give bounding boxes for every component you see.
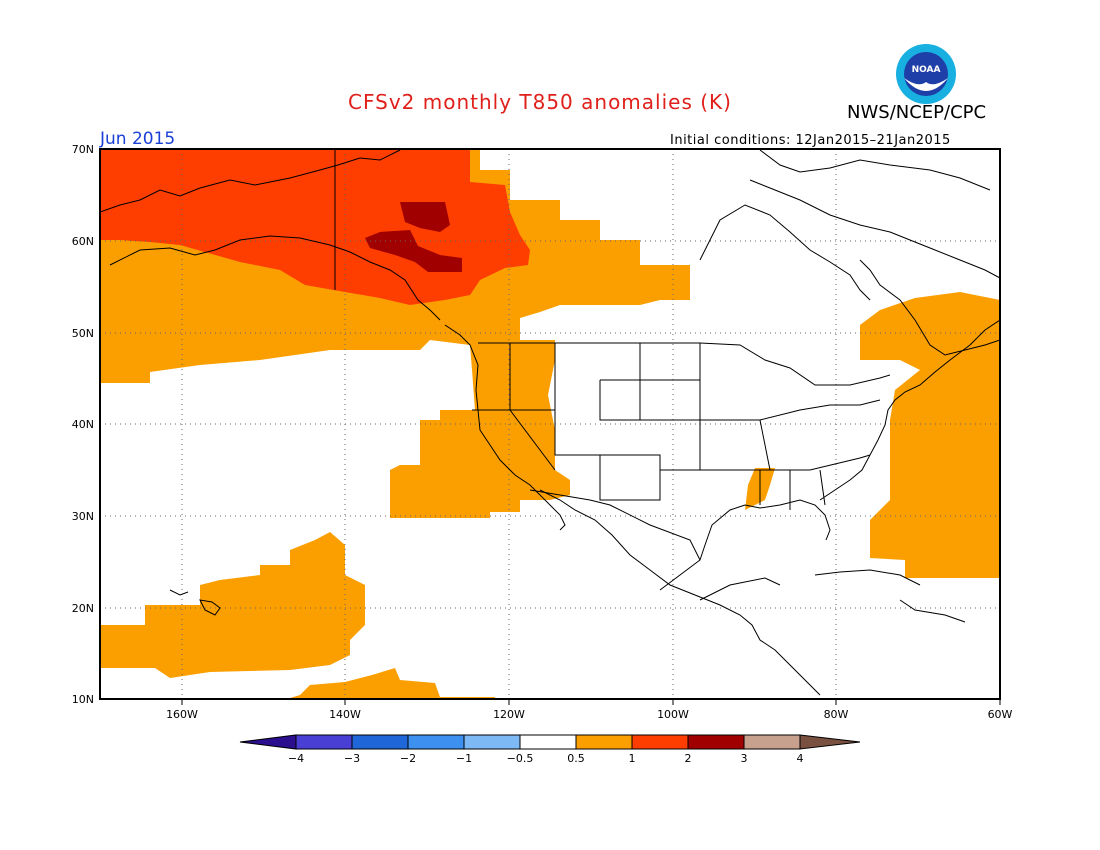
colorbar-tick-label: 2: [685, 752, 692, 765]
lat-label: 30N: [72, 510, 94, 523]
noaa-logo-icon: NOAA: [896, 44, 956, 104]
colorbar-tick-label: −4: [288, 752, 304, 765]
colorbar-segment: [743, 734, 801, 750]
lat-label: 20N: [72, 602, 94, 615]
colorbar-segment: [519, 734, 577, 750]
lat-label: 50N: [72, 327, 94, 340]
colorbar-tick-label: 3: [741, 752, 748, 765]
lat-label: 10N: [72, 693, 94, 706]
lat-label: 70N: [72, 143, 94, 156]
map-title: CFSv2 monthly T850 anomalies (K): [348, 90, 732, 114]
anomaly-2-3-areas: [365, 202, 462, 272]
colorbar: [239, 734, 861, 750]
graticule: [100, 149, 1000, 699]
lat-label: 40N: [72, 418, 94, 431]
lon-label: 80W: [824, 708, 849, 721]
colorbar-segment: [631, 734, 689, 750]
colorbar-segment: [239, 734, 297, 750]
colorbar-tick-label: −2: [400, 752, 416, 765]
colorbar-tick-label: −1: [456, 752, 472, 765]
colorbar-segment: [799, 734, 861, 750]
colorbar-tick-label: −0.5: [507, 752, 534, 765]
colorbar-segment: [295, 734, 353, 750]
lon-label: 100W: [657, 708, 689, 721]
colorbar-tick-label: −3: [344, 752, 360, 765]
forecast-period: Jun 2015: [100, 129, 176, 149]
colorbar-segment: [407, 734, 465, 750]
coastlines: [100, 149, 1000, 696]
colorbar-segment: [575, 734, 633, 750]
lon-label: 160W: [166, 708, 198, 721]
agency-label: NWS/NCEP/CPC: [847, 102, 987, 123]
lon-label: 120W: [493, 708, 525, 721]
colorbar-tick-label: 4: [797, 752, 804, 765]
latitude-axis: 70N 60N 50N 40N 30N 20N 10N: [72, 143, 94, 706]
political-boundaries: [334, 149, 891, 561]
colorbar-segment: [463, 734, 521, 750]
colorbar-ticks: −4 −3 −2 −1 −0.5 0.5 1 2 3 4: [288, 752, 804, 765]
logo-text: NOAA: [912, 65, 941, 75]
longitude-axis: 160W 140W 120W 100W 80W 60W: [166, 699, 1013, 721]
plot-frame: [99, 148, 1001, 700]
lon-label: 60W: [988, 708, 1013, 721]
lat-label: 60N: [72, 235, 94, 248]
initial-conditions: Initial conditions: 12Jan2015–21Jan2015: [670, 133, 951, 148]
colorbar-tick-label: 1: [629, 752, 636, 765]
lon-label: 140W: [329, 708, 361, 721]
colorbar-tick-label: 0.5: [567, 752, 585, 765]
colorbar-segment: [351, 734, 409, 750]
colorbar-segment: [687, 734, 745, 750]
